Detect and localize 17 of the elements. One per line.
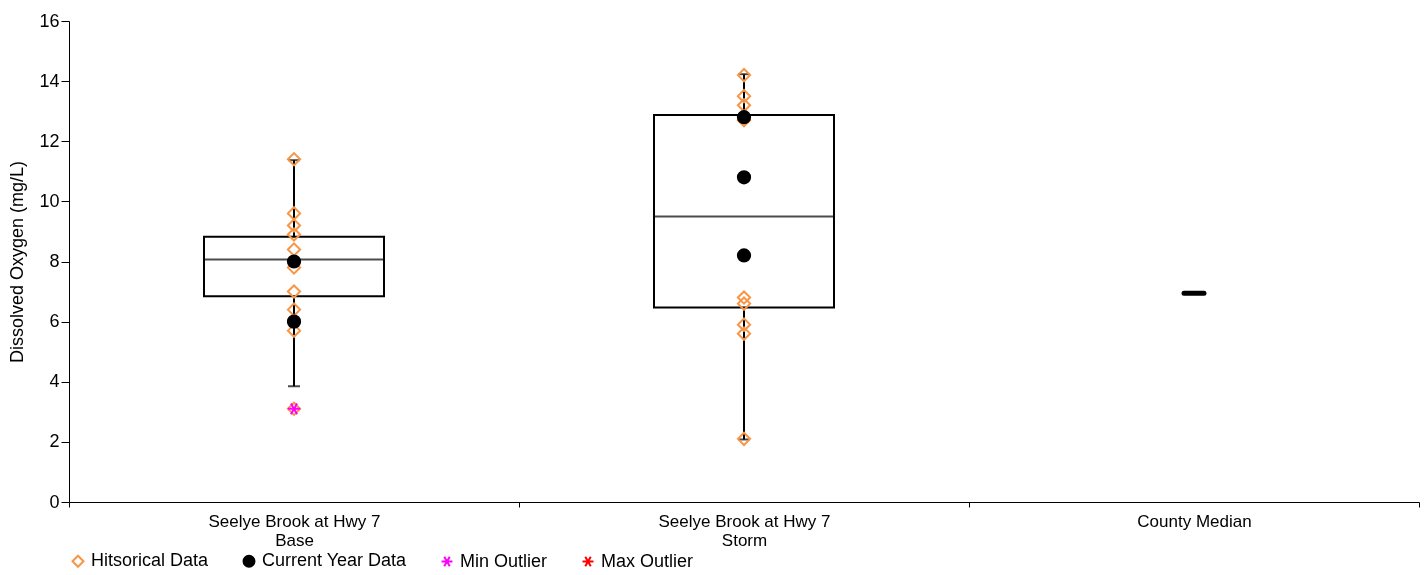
y-tick-label: 6	[49, 311, 60, 332]
y-tick-label: 2	[49, 431, 60, 452]
y-tick-label: 16	[39, 10, 60, 31]
y-tick-label: 4	[49, 371, 60, 392]
y-tick-label: 10	[39, 190, 60, 211]
y-tick-label: 8	[49, 251, 60, 271]
y-tick-label: 14	[39, 70, 60, 91]
y-tick-label: 0	[49, 491, 60, 512]
legend-label: Hitsorical Data	[91, 550, 210, 571]
legend-label: Current Year Data	[262, 550, 408, 571]
x-tick-label: Seelye Brook at Hwy 7 Storm	[658, 511, 831, 550]
y-tick-label: 12	[39, 130, 60, 151]
legend-label: Min Outlier	[460, 550, 548, 571]
x-tick-label: County Median	[1137, 511, 1252, 531]
legend-label: Max Outlier	[601, 550, 694, 571]
x-tick-label: Seelye Brook at Hwy 7 Base	[208, 511, 381, 550]
y-axis-title: Dissolved Oxygen (mg/L)	[7, 160, 28, 364]
